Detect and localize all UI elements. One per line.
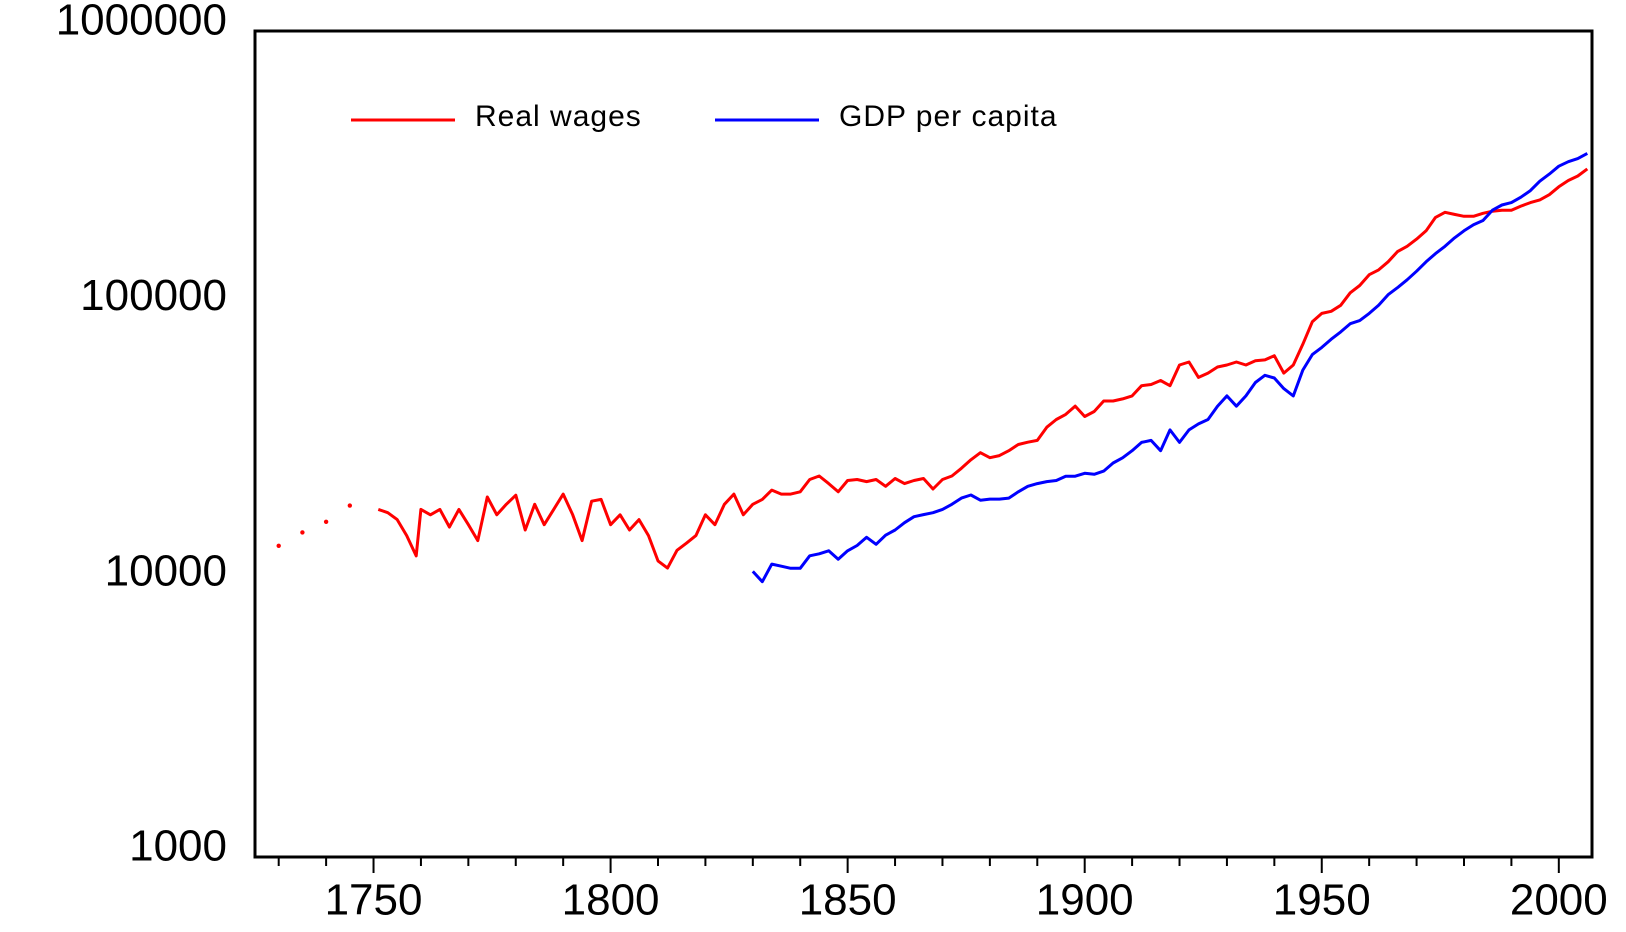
legend-label: GDP per capita	[839, 100, 1058, 133]
y-tick-label: 10000	[105, 546, 227, 595]
x-tick-label: 2000	[1510, 876, 1608, 925]
x-tick-label: 1950	[1273, 876, 1371, 925]
plot-frame	[253, 29, 1594, 859]
x-tick-label: 1750	[325, 876, 423, 925]
data-point	[347, 503, 353, 508]
x-tick-label: 1900	[1036, 876, 1134, 925]
series-line	[751, 152, 1589, 584]
x-tick-label: 1800	[562, 876, 660, 925]
legend-label: Real wages	[475, 100, 642, 133]
data-point	[300, 530, 305, 535]
y-tick-label: 100000	[80, 271, 227, 320]
y-tick-label: 1000	[129, 822, 227, 871]
data-point	[323, 519, 329, 524]
series-line	[377, 167, 1589, 570]
data-point	[276, 543, 281, 548]
y-tick-label: 1000000	[56, 0, 227, 45]
x-tick-label: 1850	[799, 876, 897, 925]
